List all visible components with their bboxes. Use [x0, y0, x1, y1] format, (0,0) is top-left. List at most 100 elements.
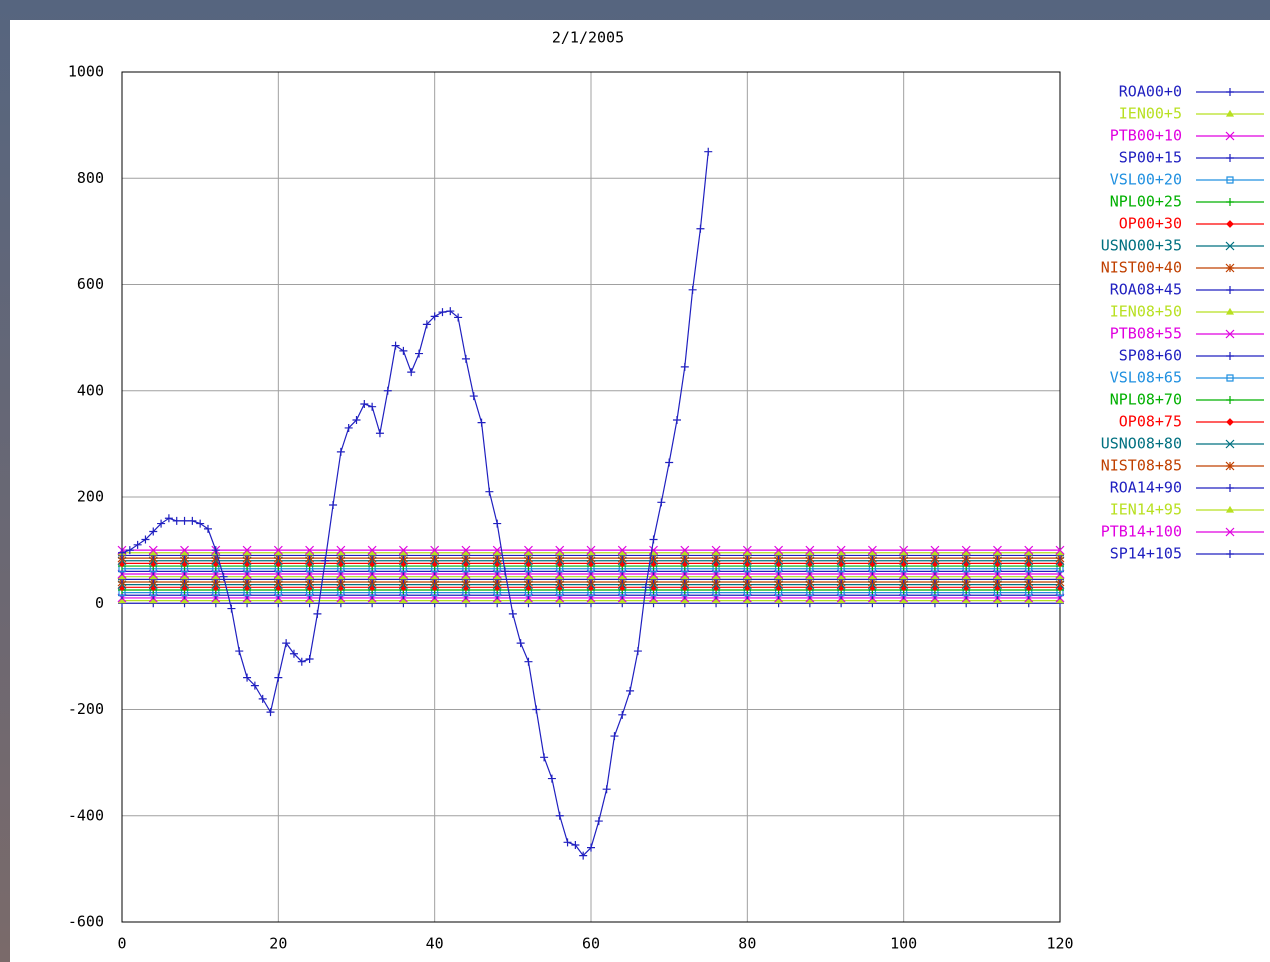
- legend-marker: [1226, 286, 1234, 294]
- legend-marker: [1225, 109, 1235, 117]
- point-marker: [993, 545, 1002, 555]
- point-marker: [273, 545, 283, 555]
- point-marker: [352, 415, 361, 424]
- point-marker: [391, 341, 400, 350]
- point-marker: [633, 647, 642, 656]
- point-marker: [398, 545, 408, 555]
- point-marker: [203, 524, 212, 533]
- legend-marker: [1226, 374, 1234, 382]
- point-marker: [899, 545, 909, 555]
- point-marker: [602, 785, 611, 794]
- point-marker: [289, 649, 298, 658]
- point-marker: [579, 851, 588, 860]
- x-tick-label: 0: [117, 935, 126, 953]
- legend-label: VSL08+65: [1110, 369, 1182, 387]
- x-tick-label: 80: [738, 935, 756, 953]
- legend-label: ROA14+90: [1110, 479, 1182, 497]
- point-marker: [657, 498, 666, 507]
- x-tick-label: 100: [890, 935, 917, 953]
- legend-marker: [1226, 154, 1234, 162]
- point-marker: [227, 604, 236, 613]
- y-tick-label: 1000: [68, 63, 104, 81]
- point-marker: [492, 545, 502, 555]
- point-marker: [1055, 545, 1065, 555]
- point-marker: [696, 224, 705, 233]
- legend-label: IEN08+50: [1110, 303, 1182, 321]
- point-marker: [164, 514, 173, 523]
- point-marker: [711, 545, 721, 555]
- point-marker: [617, 545, 627, 555]
- point-marker: [118, 548, 126, 557]
- point-marker: [680, 545, 690, 555]
- point-marker: [1024, 545, 1034, 555]
- point-marker: [141, 535, 150, 544]
- legend-marker: [1226, 176, 1234, 184]
- point-marker: [446, 307, 455, 316]
- legend-marker: [1225, 439, 1235, 449]
- x-tick-label: 20: [269, 935, 287, 953]
- legend-marker: [1225, 505, 1235, 513]
- legend-label: SP00+15: [1119, 149, 1182, 167]
- legend-label: NPL00+25: [1110, 193, 1182, 211]
- point-marker: [493, 519, 502, 528]
- y-tick-label: 200: [77, 488, 104, 506]
- point-marker: [555, 545, 565, 555]
- point-marker: [454, 313, 463, 322]
- point-marker: [375, 429, 384, 438]
- point-marker: [461, 354, 470, 363]
- point-marker: [415, 349, 424, 358]
- point-marker: [618, 710, 627, 719]
- point-marker: [250, 681, 259, 690]
- legend-marker: [1225, 527, 1235, 537]
- point-marker: [594, 817, 603, 826]
- legend-label: ROA08+45: [1110, 281, 1182, 299]
- legend-marker: [1226, 352, 1234, 360]
- legend-label: NPL08+70: [1110, 391, 1182, 409]
- point-marker: [383, 386, 392, 395]
- point-marker: [242, 545, 252, 555]
- point-marker: [188, 516, 197, 525]
- legend-marker: [1225, 461, 1235, 471]
- point-marker: [336, 447, 345, 456]
- point-marker: [430, 545, 440, 555]
- x-tick-label: 60: [582, 935, 600, 953]
- point-marker: [742, 545, 752, 555]
- plot-frame: [121, 71, 1061, 923]
- plot-background: [10, 20, 1270, 962]
- point-marker: [344, 423, 353, 432]
- point-marker: [157, 519, 166, 528]
- legend-label: ROA00+0: [1119, 83, 1182, 101]
- point-marker: [547, 774, 556, 783]
- point-marker: [258, 694, 267, 703]
- point-marker: [555, 811, 564, 820]
- point-marker: [407, 368, 416, 377]
- legend-label: IEN00+5: [1119, 105, 1182, 123]
- point-marker: [180, 545, 189, 555]
- point-marker: [469, 392, 478, 401]
- point-marker: [274, 673, 283, 682]
- point-marker: [516, 639, 525, 648]
- point-marker: [805, 545, 815, 555]
- point-marker: [321, 556, 330, 565]
- point-marker: [508, 609, 517, 618]
- point-marker: [477, 418, 486, 427]
- point-marker: [626, 686, 635, 695]
- point-marker: [329, 500, 338, 509]
- chart-title: 2/1/2005: [552, 29, 624, 47]
- legend-marker: [1225, 307, 1235, 315]
- point-marker: [461, 545, 471, 555]
- point-marker: [540, 753, 549, 762]
- point-marker: [641, 583, 650, 592]
- point-marker: [399, 346, 408, 355]
- point-marker: [305, 545, 315, 555]
- legend-marker: [1226, 396, 1234, 404]
- legend-marker: [1226, 550, 1234, 558]
- point-marker: [867, 545, 877, 555]
- point-marker: [149, 527, 158, 536]
- point-marker: [282, 639, 291, 648]
- legend-label: OP00+30: [1119, 215, 1182, 233]
- point-marker: [649, 535, 658, 544]
- legend-marker: [1226, 88, 1234, 96]
- point-marker: [774, 545, 784, 555]
